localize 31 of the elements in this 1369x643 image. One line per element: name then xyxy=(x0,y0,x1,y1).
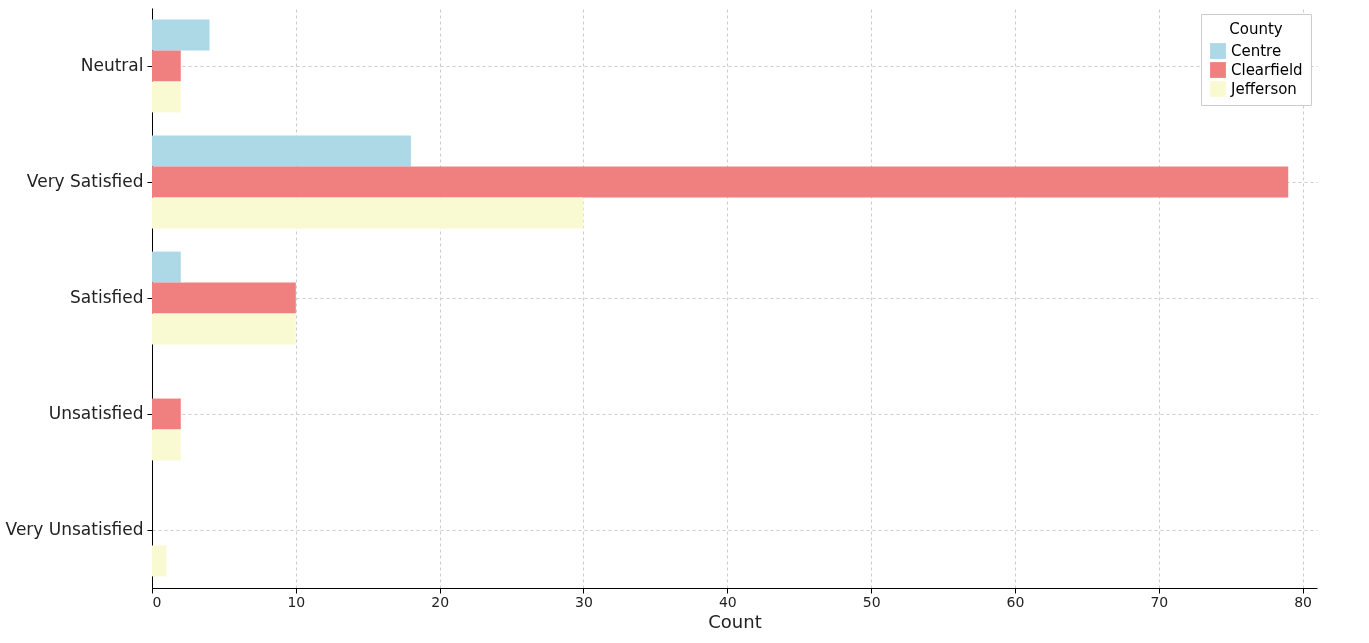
x-tick-label: 0 xyxy=(152,593,162,610)
x-tick-label: 40 xyxy=(718,593,737,610)
x-tick-label: 80 xyxy=(1294,593,1313,610)
bar xyxy=(152,429,181,461)
bar xyxy=(152,313,296,345)
bar xyxy=(152,251,181,283)
legend-label: Jefferson xyxy=(1230,80,1297,98)
y-tick-label: Unsatisfied xyxy=(48,403,144,423)
bar xyxy=(152,545,167,577)
bar xyxy=(152,282,296,314)
x-axis-title: Count xyxy=(708,610,762,632)
legend-label: Clearfield xyxy=(1231,61,1303,79)
y-tick-label: Satisfied xyxy=(70,287,144,307)
bar xyxy=(152,166,1289,198)
bar xyxy=(152,398,181,430)
bar xyxy=(152,81,181,113)
y-tick-label: Very Satisfied xyxy=(26,171,144,191)
bar xyxy=(152,50,181,82)
legend-title: County xyxy=(1229,20,1283,38)
x-tick-label: 20 xyxy=(431,593,450,610)
x-tick-label: 50 xyxy=(862,593,881,610)
bar xyxy=(152,19,210,51)
bar xyxy=(152,135,411,167)
bar xyxy=(152,197,584,229)
x-tick-label: 30 xyxy=(575,593,593,610)
y-tick-label: Neutral xyxy=(80,55,144,75)
legend-label: Centre xyxy=(1231,42,1282,60)
x-tick-label: 60 xyxy=(1006,593,1025,610)
y-tick-label: Very Unsatisfied xyxy=(5,519,144,539)
x-tick-label: 10 xyxy=(287,593,306,610)
x-tick-label: 70 xyxy=(1150,593,1169,610)
